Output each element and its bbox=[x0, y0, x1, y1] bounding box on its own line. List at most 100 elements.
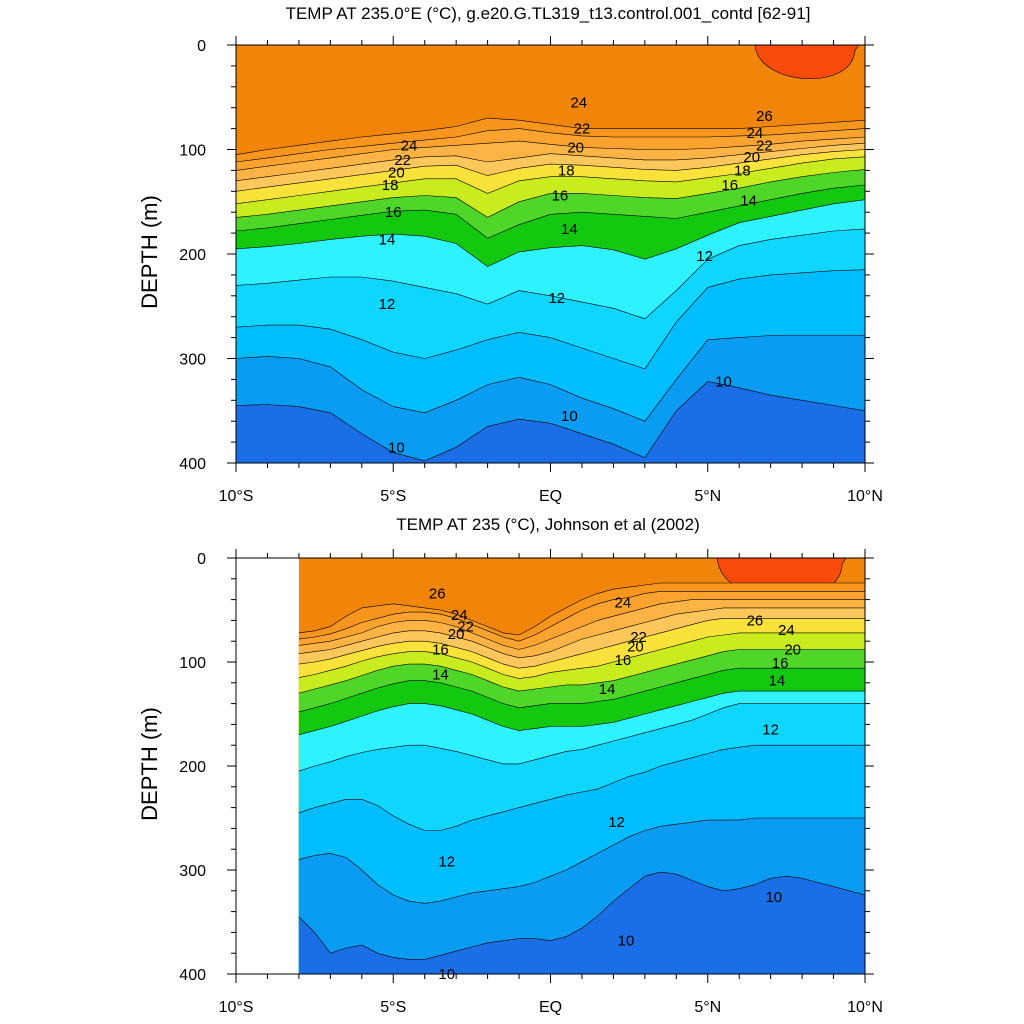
contour-label-16: 16 bbox=[552, 187, 569, 204]
contour-label-10: 10 bbox=[715, 373, 732, 390]
contour-label-16: 16 bbox=[721, 177, 738, 194]
isotherm-16 bbox=[298, 632, 865, 679]
bottom-panel-contour-labels: 2624222016141210242220161412102624201614… bbox=[429, 585, 801, 983]
contour-label-10: 10 bbox=[388, 439, 405, 456]
top-panel-fills bbox=[236, 44, 865, 464]
isotherm-8 bbox=[298, 703, 865, 772]
bottom-panel-fills bbox=[298, 557, 865, 974]
contour-label-20: 20 bbox=[743, 149, 760, 166]
isotherm-2 bbox=[298, 871, 866, 960]
contour-label-22: 22 bbox=[756, 137, 773, 154]
contour-label-14: 14 bbox=[379, 231, 396, 248]
top-panel-model: TEMP AT 235.0°E (°C), g.e20.G.TL319_t13.… bbox=[137, 4, 883, 505]
bottom-panel-observed: TEMP AT 235 (°C), Johnson et al (2002) D… bbox=[137, 515, 883, 1016]
contour-label-18: 18 bbox=[558, 162, 575, 179]
contour-label-22: 22 bbox=[394, 152, 411, 169]
contour-label-18: 18 bbox=[734, 162, 751, 179]
isotherm-16 bbox=[235, 156, 866, 205]
contour-label-22: 22 bbox=[630, 629, 647, 646]
x-tick-label-0: 10°S bbox=[219, 488, 254, 505]
y-tick-label-400: 400 bbox=[179, 967, 206, 984]
isotherm-22 bbox=[235, 136, 866, 171]
contour-label-12: 12 bbox=[438, 854, 455, 871]
contour-label-12: 12 bbox=[608, 814, 625, 831]
contour-label-14: 14 bbox=[769, 673, 786, 690]
contour-label-24: 24 bbox=[451, 607, 468, 624]
top-panel-contour-lines bbox=[235, 117, 866, 462]
isotherm-6 bbox=[298, 744, 865, 831]
contour-label-14: 14 bbox=[561, 221, 578, 238]
isotherm-6 bbox=[235, 269, 866, 370]
isotherm-10 bbox=[298, 690, 865, 736]
contour-label-12: 12 bbox=[762, 722, 779, 739]
top-panel-ylabel: DEPTH (m) bbox=[137, 195, 162, 309]
contour-label-16: 16 bbox=[614, 652, 631, 669]
y-tick-label-100: 100 bbox=[179, 143, 206, 160]
contour-label-10: 10 bbox=[765, 889, 782, 906]
isotherm-4 bbox=[235, 335, 865, 422]
contour-label-24: 24 bbox=[747, 125, 764, 142]
isotherm-14 bbox=[235, 169, 866, 218]
isotherm-12 bbox=[298, 667, 865, 713]
contour-label-22: 22 bbox=[574, 121, 591, 138]
contour-label-10: 10 bbox=[561, 408, 578, 425]
isotherm-18 bbox=[235, 149, 866, 192]
top-panel-title: TEMP AT 235.0°E (°C), g.e20.G.TL319_t13.… bbox=[286, 4, 811, 23]
y-tick-label-0: 0 bbox=[197, 551, 206, 568]
y-tick-label-200: 200 bbox=[179, 759, 206, 776]
isotherm-10 bbox=[235, 199, 866, 267]
bottom-panel-title: TEMP AT 235 (°C), Johnson et al (2002) bbox=[396, 515, 700, 534]
contour-label-24: 24 bbox=[570, 94, 587, 111]
contour-label-24: 24 bbox=[401, 137, 418, 154]
y-tick-label-200: 200 bbox=[179, 247, 206, 264]
contour-label-14: 14 bbox=[599, 681, 616, 698]
contour-label-16: 16 bbox=[385, 204, 402, 221]
y-tick-label-100: 100 bbox=[179, 655, 206, 672]
contour-label-12: 12 bbox=[696, 248, 713, 265]
bottom-panel-axes: 0 100 200 300 400 10°S 5°S EQ 5°N 10°N bbox=[179, 549, 883, 1016]
top-panel-axes: 0 100 200 300 400 10°S 5°S EQ 5°N 10°N bbox=[179, 36, 883, 505]
contour-label-16: 16 bbox=[772, 655, 789, 672]
x-tick-label-0: 10°S bbox=[219, 999, 254, 1016]
x-tick-label-2: EQ bbox=[539, 488, 562, 505]
contour-label-10: 10 bbox=[618, 933, 635, 950]
y-tick-label-400: 400 bbox=[179, 456, 206, 473]
contour-label-20: 20 bbox=[627, 638, 644, 655]
isotherm-2 bbox=[235, 381, 866, 462]
contour-label-24: 24 bbox=[614, 595, 631, 612]
isotherm-22 bbox=[298, 599, 865, 650]
contour-label-20: 20 bbox=[567, 139, 584, 156]
contour-label-22: 22 bbox=[457, 619, 474, 636]
isotherm-12 bbox=[235, 184, 866, 239]
contour-label-20: 20 bbox=[448, 626, 465, 643]
contour-label-14: 14 bbox=[740, 193, 757, 210]
isotherm-18 bbox=[298, 618, 865, 669]
y-tick-label-0: 0 bbox=[197, 38, 206, 55]
isotherm-20 bbox=[235, 142, 866, 182]
isotherm-26 bbox=[298, 582, 865, 636]
y-tick-label-300: 300 bbox=[179, 352, 206, 369]
bottom-panel-ylabel: DEPTH (m) bbox=[137, 707, 162, 821]
x-tick-label-1: 5°S bbox=[380, 999, 406, 1016]
x-tick-label-2: EQ bbox=[539, 999, 562, 1016]
isotherm-4 bbox=[298, 817, 865, 904]
isotherm-26 bbox=[235, 117, 866, 155]
contour-label-20: 20 bbox=[388, 164, 405, 181]
top-panel-contour-labels: 2422201816141210242220181614121026242220… bbox=[379, 94, 773, 456]
isotherm-8 bbox=[235, 228, 866, 320]
bottom-panel-contour-lines bbox=[298, 582, 866, 960]
x-tick-label-4: 10°N bbox=[847, 999, 883, 1016]
fill-band-below-2 bbox=[298, 872, 865, 974]
x-tick-label-1: 5°S bbox=[380, 488, 406, 505]
x-tick-label-3: 5°N bbox=[694, 488, 721, 505]
fill-band-below-2 bbox=[236, 381, 865, 463]
contour-label-12: 12 bbox=[548, 290, 565, 307]
x-tick-label-3: 5°N bbox=[694, 999, 721, 1016]
contour-label-16: 16 bbox=[432, 642, 449, 659]
contour-label-26: 26 bbox=[747, 612, 764, 629]
contour-label-26: 26 bbox=[756, 108, 773, 125]
contour-label-12: 12 bbox=[379, 296, 396, 313]
isotherm-24 bbox=[298, 591, 865, 642]
y-tick-label-300: 300 bbox=[179, 863, 206, 880]
